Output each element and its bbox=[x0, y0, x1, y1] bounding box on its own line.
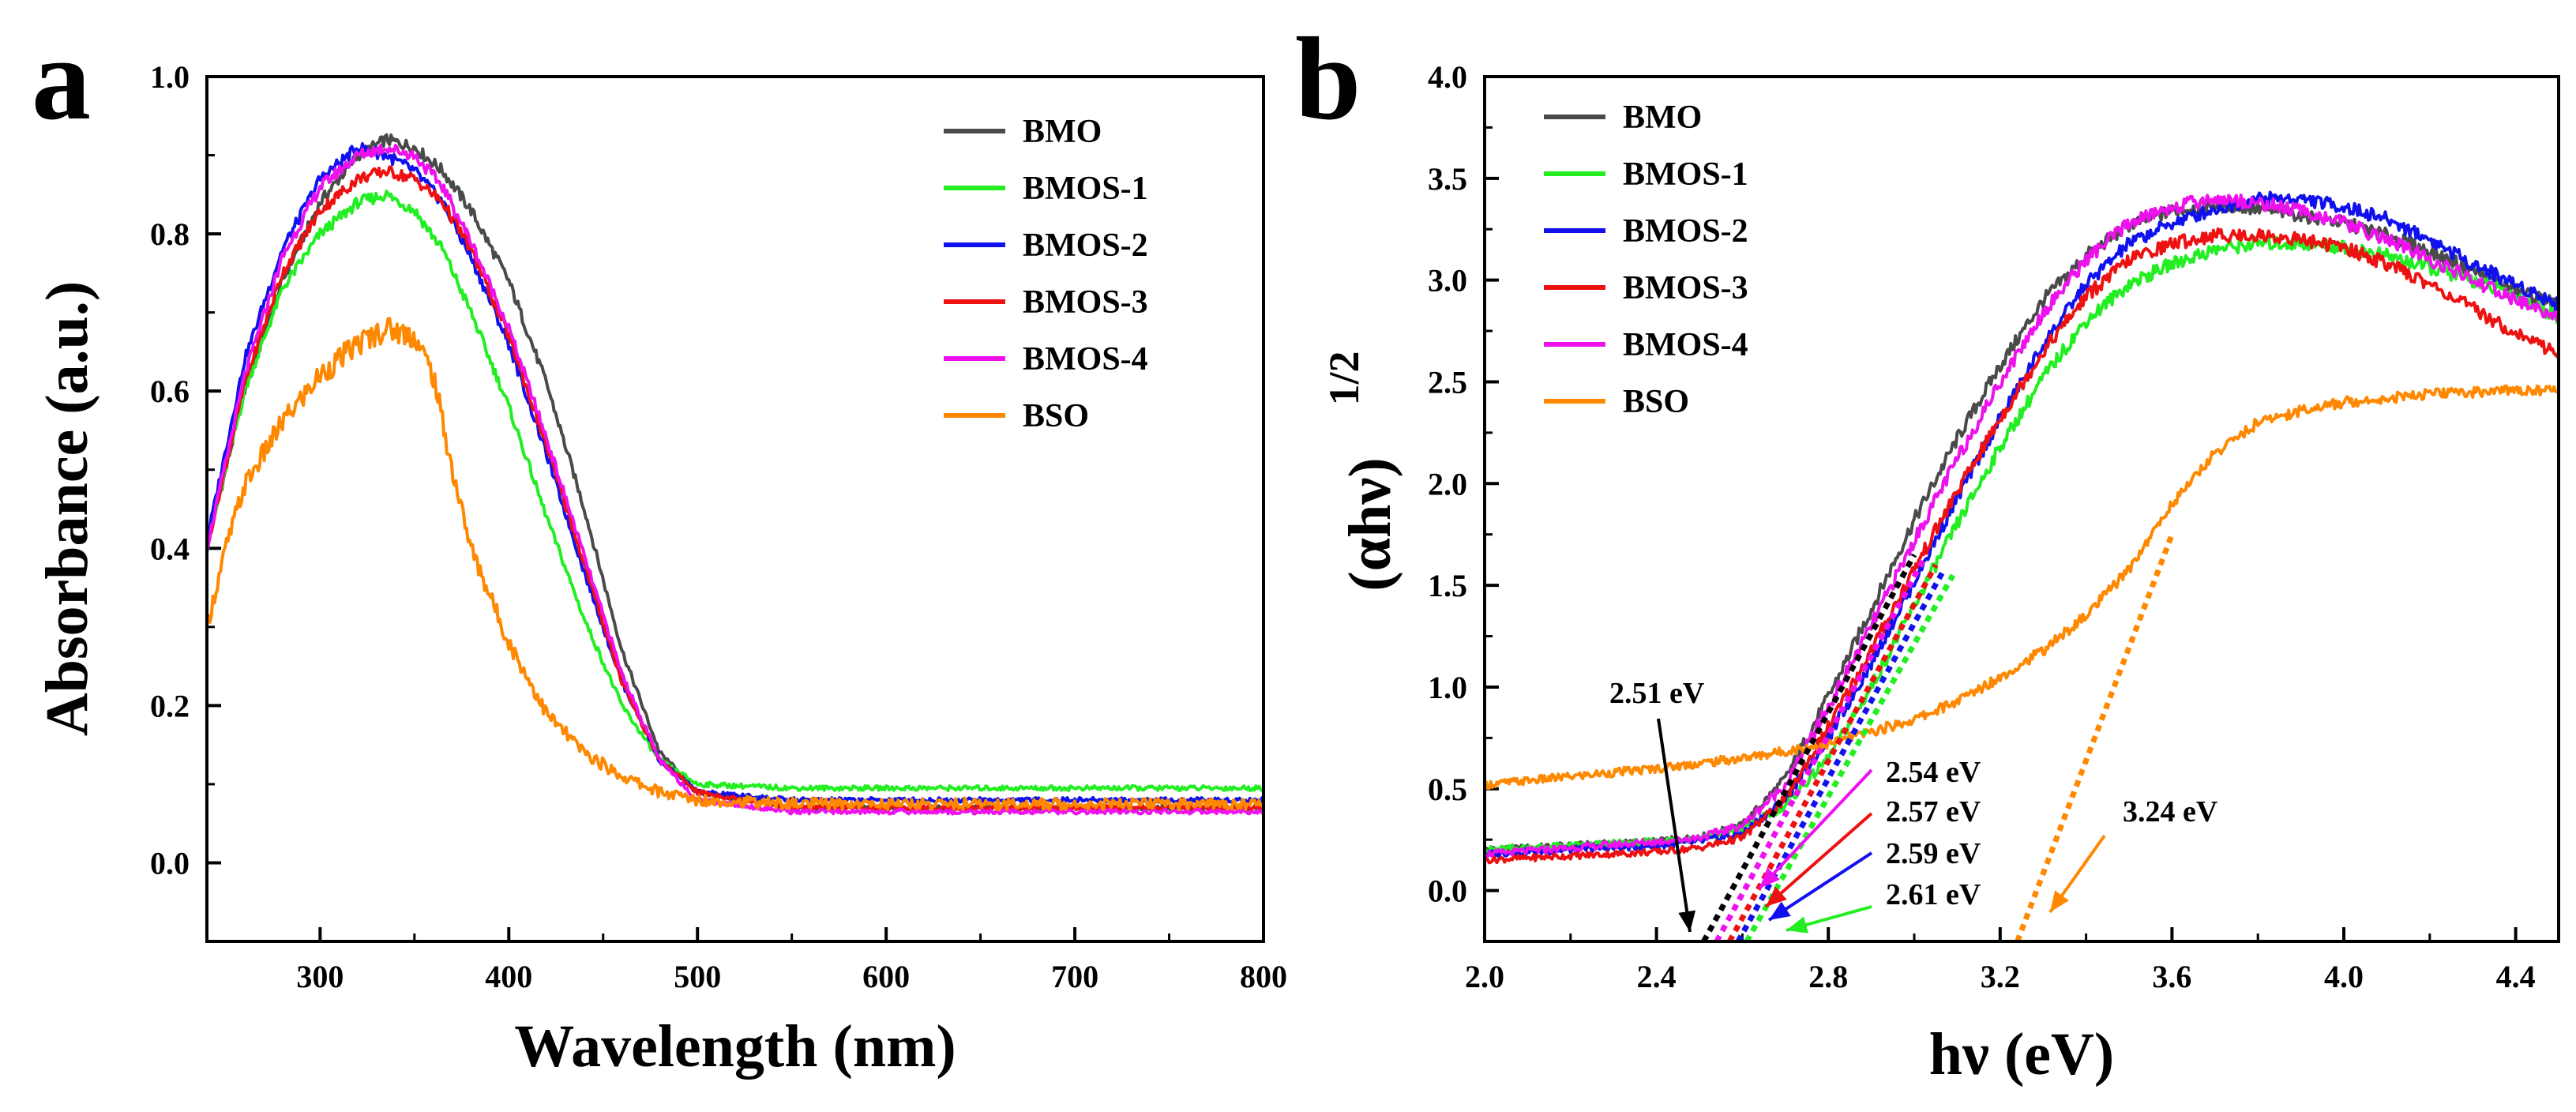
legend-label-bmos-3: BMOS-3 bbox=[1623, 270, 1748, 306]
legend-label-bmos-2: BMOS-2 bbox=[1023, 227, 1148, 264]
x-tick-label: 4.4 bbox=[2496, 959, 2536, 994]
panel-a-label: a bbox=[32, 13, 91, 145]
panel-a: a 300 400 500 600 700 800 0.0 0.2 0.4 0.6 0.8 1.0 W… bbox=[32, 13, 1287, 1080]
panel-b-plot-frame bbox=[1483, 75, 2560, 943]
series-line-bmos-3 bbox=[1483, 227, 2560, 865]
legend-label-bmos-2: BMOS-2 bbox=[1623, 213, 1748, 250]
x-tick-label: 400 bbox=[485, 959, 532, 994]
series-line-bmos-4 bbox=[1484, 193, 2560, 858]
x-tick-label: 3.6 bbox=[2152, 959, 2191, 994]
legend-label-bmos-1: BMOS-1 bbox=[1023, 171, 1148, 207]
annotation-arrow bbox=[1758, 768, 1873, 890]
y-tick-label: 0.0 bbox=[1428, 873, 1467, 909]
legend-label-bmos-4: BMOS-4 bbox=[1023, 341, 1148, 378]
series-line-bmos-2 bbox=[1483, 190, 2560, 858]
series-line-bso bbox=[205, 317, 1265, 812]
y-tick-label: 0.2 bbox=[150, 688, 190, 723]
panel-a-legend: BMO BMOS-1 BMOS-2 BMOS-3 BMOS-4 BSO bbox=[944, 114, 1148, 434]
annotation-arrow bbox=[1657, 718, 1692, 933]
panel-b-xlabel: hν (eV) bbox=[1929, 1021, 2114, 1088]
panel-a-ticks: 300 400 500 600 700 800 0.0 0.2 0.4 0.6 0.8 1.0 bbox=[150, 59, 1287, 994]
y-tick-label: 0.4 bbox=[150, 531, 190, 566]
annotation-label: 2.57 eV bbox=[1886, 795, 1981, 828]
series-line-bso bbox=[1483, 384, 2559, 790]
annotation-arrowhead bbox=[2050, 890, 2070, 912]
y-tick-label: 1.0 bbox=[1428, 670, 1467, 705]
panel-b-legend: BMO BMOS-1 BMOS-2 BMOS-3 BMOS-4 BSO bbox=[1544, 100, 1748, 420]
annotation-arrowhead bbox=[1759, 867, 1780, 888]
y-tick-label: 0.8 bbox=[150, 216, 190, 252]
x-tick-label: 2.8 bbox=[1808, 959, 1848, 994]
y-tick-label: 3.5 bbox=[1428, 161, 1467, 197]
x-tick-label: 3.2 bbox=[1981, 959, 2020, 994]
annotation-label: 2.61 eV bbox=[1886, 878, 1981, 911]
series-line-bmos-2 bbox=[205, 142, 1265, 804]
x-tick-label: 700 bbox=[1051, 959, 1098, 994]
x-tick-label: 800 bbox=[1240, 959, 1287, 994]
y-tick-label: 1.5 bbox=[1428, 568, 1467, 603]
panel-b-ylabel-main: (αhν) bbox=[1337, 457, 1403, 591]
x-tick-label: 4.0 bbox=[2324, 959, 2364, 994]
x-tick-label: 600 bbox=[862, 959, 910, 994]
tangent-line bbox=[2015, 533, 2175, 943]
annotation-arrowhead bbox=[1678, 910, 1696, 932]
annotation-label: 2.59 eV bbox=[1886, 837, 1981, 870]
panel-b-label: b bbox=[1295, 13, 1361, 145]
annotation-label: 2.54 eV bbox=[1886, 756, 1981, 789]
panel-a-ylabel: Absorbance (a.u.) bbox=[34, 281, 100, 736]
legend-label-bso: BSO bbox=[1023, 398, 1089, 434]
annotation-arrowhead bbox=[1786, 916, 1808, 934]
series-line-bmos-4 bbox=[205, 144, 1265, 816]
annotation-label: 2.51 eV bbox=[1609, 677, 1705, 710]
panel-a-plot-frame bbox=[205, 75, 1265, 943]
tangent-line bbox=[1714, 559, 1925, 943]
legend-label-bmos-4: BMOS-4 bbox=[1623, 327, 1748, 363]
panel-b-ylabel: (αhν) 1/2 bbox=[1320, 351, 1403, 591]
annotation-arrow bbox=[1764, 812, 1873, 908]
y-tick-label: 4.0 bbox=[1428, 59, 1467, 95]
legend-label-bmo: BMO bbox=[1023, 114, 1102, 150]
y-tick-label: 1.0 bbox=[150, 59, 190, 95]
panel-b-series bbox=[1483, 190, 2560, 865]
x-tick-label: 300 bbox=[296, 959, 344, 994]
tangent-line bbox=[1701, 553, 1917, 943]
annotation-arrowhead bbox=[1769, 901, 1791, 920]
legend-label-bmos-3: BMOS-3 bbox=[1023, 284, 1148, 321]
legend-label-bmos-1: BMOS-1 bbox=[1623, 156, 1748, 193]
y-tick-label: 3.0 bbox=[1428, 263, 1467, 299]
series-line-bmos-1 bbox=[205, 190, 1264, 792]
y-tick-label: 0.6 bbox=[150, 374, 190, 409]
x-tick-label: 2.4 bbox=[1637, 959, 1677, 994]
annotation-label: 3.24 eV bbox=[2123, 795, 2218, 828]
panel-a-xlabel: Wavelength (nm) bbox=[514, 1013, 956, 1080]
panel-b-ticks: 2.0 2.4 2.8 3.2 3.6 4.0 4.4 0.0 0.5 1.0 1.5 2.0 2.5 3… bbox=[1428, 59, 2536, 994]
x-tick-label: 500 bbox=[674, 959, 721, 994]
panel-b: b 2.0 2.4 2.8 3.2 3.6 4.0 4.40.00.51.01.52.02.… bbox=[1295, 13, 2560, 1088]
y-tick-label: 0.0 bbox=[150, 845, 190, 881]
y-tick-label: 2.5 bbox=[1428, 364, 1467, 400]
legend-label-bmo: BMO bbox=[1623, 100, 1702, 136]
y-tick-label: 0.5 bbox=[1428, 772, 1467, 807]
y-tick-label: 2.0 bbox=[1428, 466, 1467, 502]
x-tick-label: 2.0 bbox=[1465, 959, 1504, 994]
panel-a-series bbox=[205, 133, 1265, 816]
legend-label-bso: BSO bbox=[1623, 384, 1689, 420]
panel-b-annotations: 2.51 eV 2.54 eV 2.57 eV 2.59 eV 2.61 eV 3.24 … bbox=[1609, 677, 2218, 934]
panel-b-ylabel-sup: 1/2 bbox=[1320, 351, 1368, 405]
annotation-arrowhead bbox=[1766, 886, 1787, 907]
